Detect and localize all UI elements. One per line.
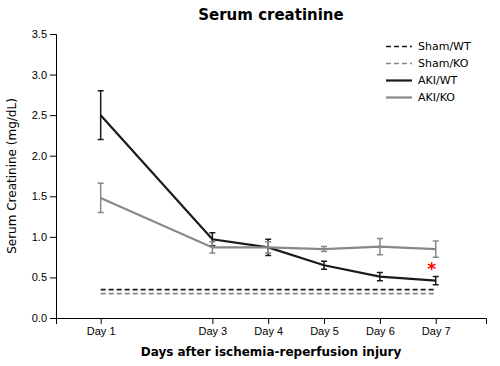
annotation: * [427,259,436,279]
tick-mark [380,318,381,324]
tick-mark [212,318,213,324]
tick: 2.5 [32,109,56,121]
tick: Day 3 [198,318,227,337]
legend-swatch [386,79,412,81]
error-bar [377,273,383,281]
error-bar [98,91,104,140]
tick-label: Day 7 [422,325,451,337]
legend-swatch [386,96,412,98]
error-bar [321,247,327,252]
line [101,293,436,295]
tick-mark [324,318,325,324]
tick: Day 5 [310,318,339,337]
tick-label: 3.5 [32,28,47,40]
x-axis: Day 1 Day 3 Day 4 Day 5 Day 6 Day 7 [57,318,487,337]
tick: Day 4 [254,318,283,337]
tick-label: Day 6 [366,325,395,337]
tick-label: Day 1 [87,325,116,337]
tick-label: 1.5 [32,190,47,202]
tick: 2.0 [32,150,56,162]
tick-label: 0.0 [32,312,47,324]
tick-mark [50,277,56,278]
tick-mark [268,318,269,324]
tick-label: 2.0 [32,150,47,162]
error-bar [98,183,104,212]
tick-mark [101,318,102,324]
y-axis: 0.0 0.5 1.0 1.5 2.0 2.5 3.0 3.5 [32,28,57,324]
tick-label: Day 4 [254,325,283,337]
error-bar [377,238,383,254]
tick-mark [50,237,56,238]
line [101,115,436,281]
line [101,289,436,291]
tick: 0.0 [32,312,56,324]
error-bar [321,261,327,269]
tick-mark [50,115,56,116]
tick-mark [436,318,437,324]
tick-label: 2.5 [32,109,47,121]
legend-item: AKI/WT [386,74,458,87]
tick-label: 1.0 [32,231,47,243]
x-axis-title: Days after ischemia-reperfusion injury [141,345,402,359]
tick-mark [50,75,56,76]
error-bar [209,242,215,253]
axis-line [50,35,57,319]
tick-mark [50,156,56,157]
legend-item: AKI/KO [386,91,455,104]
tick-mark [50,196,56,197]
y-axis-title: Serum Creatinine (mg/dL) [5,98,19,254]
axis-line [57,319,487,325]
tick-label: Day 5 [310,325,339,337]
legend-label: AKI/KO [418,91,455,104]
legend-label: Sham/KO [418,57,469,70]
tick: 1.0 [32,231,56,243]
legend-swatch [386,46,412,48]
tick-mark [50,34,56,35]
chart: Day 1 Day 3 Day 4 Day 5 Day 6 Day 7 0.0 0.5 1.0 1… [0,0,500,366]
tick: Day 7 [422,318,451,337]
tick: Day 1 [87,318,116,337]
tick: 1.5 [32,190,56,202]
tick-label: 3.0 [32,69,47,81]
legend-swatch [386,63,412,65]
legend-item: Sham/KO [386,57,469,70]
error-bar [433,241,439,257]
tick: 3.0 [32,69,56,81]
tick: Day 6 [366,318,395,337]
error-bar [265,242,271,253]
tick-label: 0.5 [32,271,47,283]
tick: 0.5 [32,271,56,283]
legend-label: AKI/WT [418,74,458,87]
legend: Sham/WT Sham/KO AKI/WT AKI/KO [386,40,471,104]
tick-label: Day 3 [198,325,227,337]
plot-area [98,91,439,294]
title: Serum creatinine [198,6,343,24]
legend-label: Sham/WT [418,40,471,53]
tick: 3.5 [32,28,56,40]
legend-item: Sham/WT [386,40,471,53]
tick-mark [50,318,56,319]
